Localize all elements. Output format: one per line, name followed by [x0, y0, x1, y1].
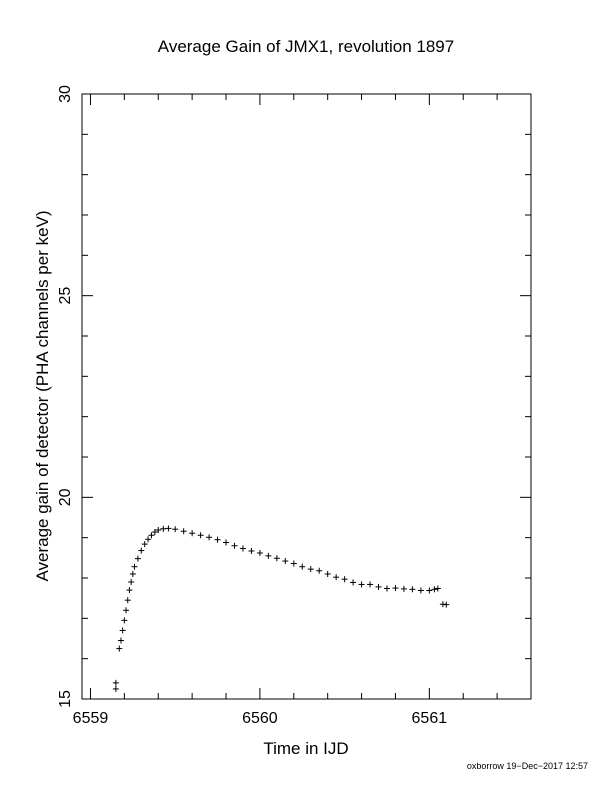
data-point — [426, 587, 433, 594]
data-point — [189, 530, 196, 537]
data-point — [333, 574, 340, 581]
data-point — [165, 525, 172, 532]
data-point — [434, 585, 441, 592]
data-point — [112, 685, 119, 692]
data-point — [214, 536, 221, 543]
data-point — [129, 570, 136, 577]
data-point — [443, 601, 450, 608]
y-axis-label: Average gain of detector (PHA channels p… — [33, 210, 52, 581]
data-point — [316, 567, 323, 574]
data-point — [282, 558, 289, 565]
axis-ticks — [82, 93, 532, 700]
data-point — [121, 617, 128, 624]
data-point — [256, 549, 263, 556]
data-point — [128, 579, 135, 586]
data-point — [358, 581, 365, 588]
data-point — [180, 528, 187, 535]
data-point — [123, 607, 130, 614]
data-point — [290, 560, 297, 567]
data-point — [409, 586, 416, 593]
data-point — [417, 587, 424, 594]
data-points — [112, 525, 450, 692]
data-point — [248, 547, 255, 554]
data-point — [431, 586, 438, 593]
data-point — [112, 679, 119, 686]
data-point — [117, 637, 124, 644]
data-point — [265, 552, 272, 559]
data-point — [383, 585, 390, 592]
data-point — [141, 541, 148, 548]
data-point — [400, 585, 407, 592]
data-point — [231, 542, 238, 549]
data-point — [138, 547, 145, 554]
data-point — [223, 539, 230, 546]
data-point — [131, 563, 138, 570]
y-tick-label: 15 — [57, 690, 74, 708]
y-tick-label: 20 — [57, 488, 74, 506]
footer-credit: oxborrow 19−Dec−2017 12:57 — [467, 761, 588, 771]
data-point — [160, 525, 167, 532]
data-point — [151, 529, 158, 536]
data-point — [273, 555, 280, 562]
data-point — [172, 526, 179, 533]
axis-tick-labels: 6559 6560 6561 15 20 25 30 — [57, 85, 447, 727]
data-point — [145, 536, 152, 543]
y-tick-label: 30 — [57, 85, 74, 103]
data-point — [324, 570, 331, 577]
x-tick-label: 6559 — [73, 710, 109, 727]
x-tick-label: 6561 — [412, 710, 448, 727]
chart-title: Average Gain of JMX1, revolution 1897 — [158, 37, 454, 56]
plot-frame — [81, 93, 532, 700]
data-point — [119, 627, 126, 634]
data-point — [134, 555, 141, 562]
data-point — [124, 597, 131, 604]
x-tick-label: 6560 — [242, 710, 278, 727]
x-axis-label: Time in IJD — [263, 739, 348, 758]
data-point — [341, 576, 348, 583]
data-point — [116, 645, 123, 652]
data-point — [206, 534, 213, 541]
data-point — [197, 532, 204, 539]
data-point — [299, 563, 306, 570]
data-point — [126, 587, 133, 594]
data-point — [367, 581, 374, 588]
data-point — [148, 532, 155, 539]
data-point — [239, 545, 246, 552]
data-point — [375, 583, 382, 590]
data-point — [392, 585, 399, 592]
y-tick-label: 25 — [57, 287, 74, 305]
data-point — [307, 566, 314, 573]
data-point — [350, 579, 357, 586]
data-point — [155, 527, 162, 534]
